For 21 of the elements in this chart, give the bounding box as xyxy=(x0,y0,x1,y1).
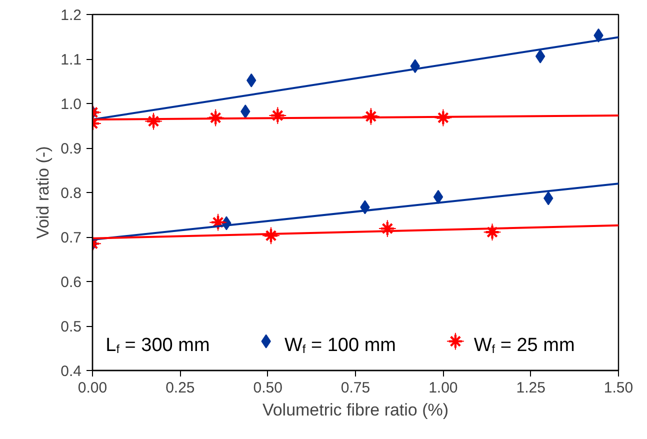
x-axis-title: Volumetric fibre ratio (%) xyxy=(262,400,449,420)
y-tick-label: 0.7 xyxy=(60,230,82,246)
legend-label: Wf = 25 mm xyxy=(474,335,575,356)
x-tick-label: 1.50 xyxy=(604,380,634,396)
y-tick-label: 1.0 xyxy=(60,96,82,113)
x-tick-label: 1.25 xyxy=(516,380,546,396)
x-tick-label: 0.00 xyxy=(78,380,108,396)
y-tick-label: 0.9 xyxy=(60,140,82,158)
y-tick-label: 0.5 xyxy=(60,318,82,336)
y-tick-label: 0.4 xyxy=(60,363,82,380)
x-tick-label: 1.00 xyxy=(428,380,458,396)
annotation: Lf = 300 mm xyxy=(106,335,210,356)
y-tick-label: 0.6 xyxy=(60,274,82,291)
y-tick-label: 0.8 xyxy=(60,185,82,202)
y-tick-label: 1.1 xyxy=(60,52,82,68)
x-tick-label: 0.25 xyxy=(166,380,195,396)
x-tick-label: 0.75 xyxy=(340,380,370,396)
x-tick-label: 0.50 xyxy=(253,380,282,396)
y-axis-title: Void ratio (-) xyxy=(34,146,53,239)
y-tick-label: 1.2 xyxy=(60,7,82,24)
legend-label: Wf = 100 mm xyxy=(284,335,396,356)
